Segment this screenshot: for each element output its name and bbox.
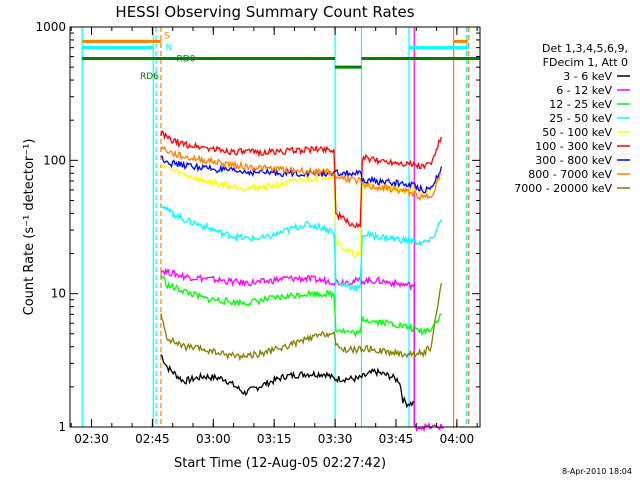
legend-label: 300 - 800 keV <box>535 154 612 167</box>
legend-label: 12 - 25 keV <box>549 98 612 111</box>
flag-label: S <box>164 31 170 41</box>
instrument-flags: SN RD0 RD6 <box>82 31 480 82</box>
footer-date: 8-Apr-2010 18:04 <box>562 467 632 476</box>
y-tick-label: 1000 <box>35 20 66 34</box>
series-line <box>160 129 443 229</box>
legend-label: 6 - 12 keV <box>556 84 612 97</box>
x-tick-label: 02:30 <box>74 432 109 446</box>
series-group <box>160 129 444 433</box>
series-line <box>160 354 415 409</box>
series-line <box>160 273 442 339</box>
y-tick-label: 10 <box>51 287 66 301</box>
series-line <box>160 282 443 362</box>
x-tick-label: 03:30 <box>318 432 353 446</box>
legend-header-line-2: FDecim 1, Att 0 <box>543 56 628 69</box>
series-line <box>160 145 442 202</box>
chart-title: HESSI Observing Summary Count Rates <box>115 3 414 21</box>
legend-label: 3 - 6 keV <box>563 70 612 83</box>
x-tick-label: 04:00 <box>440 432 475 446</box>
legend-label: 100 - 300 keV <box>535 140 612 153</box>
legend-label: 25 - 50 keV <box>549 112 612 125</box>
y-axis-label: Count Rate (s⁻¹ detector⁻¹) <box>22 139 37 316</box>
flag-label: RD6 <box>140 72 159 82</box>
series-line <box>160 205 442 293</box>
y-tick-label: 100 <box>43 153 66 167</box>
x-tick-label: 02:45 <box>135 432 170 446</box>
legend-label: 7000 - 20000 keV <box>514 182 612 195</box>
flag-label: N <box>166 44 173 54</box>
series-line <box>160 162 442 259</box>
x-tick-label: 03:15 <box>257 432 292 446</box>
x-axis-label: Start Time (12-Aug-05 02:27:42) <box>174 456 386 471</box>
series-line <box>160 267 444 433</box>
x-tick-label: 03:00 <box>196 432 231 446</box>
x-tick-label: 03:45 <box>379 432 414 446</box>
series-line <box>160 155 443 194</box>
y-tick-label: 1 <box>58 420 66 434</box>
legend-label: 50 - 100 keV <box>542 126 612 139</box>
legend-label: 800 - 7000 keV <box>528 168 612 181</box>
plot-area <box>81 27 470 427</box>
axes: 02:30 02:45 03:00 03:15 03:30 03:45 04:00 1 10 10… <box>35 20 480 446</box>
flag-label: RD0 <box>177 55 196 65</box>
legend: Det 1,3,4,5,6,9, FDecim 1, Att 0 3 - 6 k… <box>514 42 630 195</box>
legend-header-line-1: Det 1,3,4,5,6,9, <box>542 42 628 55</box>
plot-frame <box>69 26 481 428</box>
